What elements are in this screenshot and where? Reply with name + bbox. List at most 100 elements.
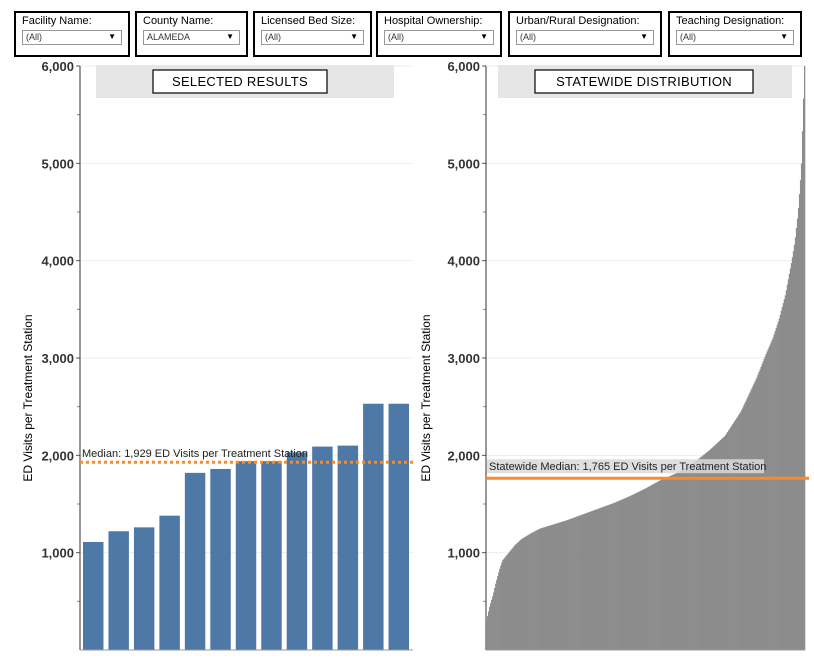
bar — [785, 290, 788, 650]
bar — [626, 497, 629, 650]
bar — [513, 546, 515, 650]
bar — [547, 525, 550, 650]
bar — [744, 403, 746, 650]
bar — [530, 533, 532, 650]
bar — [486, 620, 488, 650]
bar — [520, 539, 522, 650]
bar — [613, 502, 615, 650]
filter-dropdown[interactable]: (All) ▼ — [261, 30, 364, 45]
bar — [646, 487, 648, 650]
bar — [650, 485, 652, 650]
bar — [711, 447, 714, 650]
bar — [614, 502, 616, 650]
filter-dropdown[interactable]: (All) ▼ — [384, 30, 494, 45]
bar — [703, 454, 706, 650]
bar — [664, 478, 666, 650]
bar — [705, 452, 708, 650]
bar — [571, 518, 573, 650]
bar — [708, 450, 711, 650]
bar — [639, 490, 642, 650]
bar — [605, 505, 607, 650]
bar — [546, 526, 549, 650]
bar — [648, 486, 650, 650]
bar — [715, 443, 718, 650]
bar — [782, 303, 785, 650]
bar — [685, 467, 687, 650]
bar — [763, 359, 765, 650]
bar — [499, 568, 501, 650]
bar — [617, 501, 619, 650]
bar — [655, 482, 657, 650]
bar — [702, 455, 705, 650]
filter-dropdown[interactable]: (All) ▼ — [22, 30, 122, 45]
bar — [535, 530, 537, 650]
bar — [573, 517, 575, 650]
bar — [728, 430, 730, 650]
bar — [629, 495, 632, 650]
bar — [504, 557, 506, 650]
bar — [575, 517, 577, 650]
bar — [548, 525, 551, 650]
bar — [721, 438, 724, 650]
bar — [691, 463, 693, 650]
bar — [773, 334, 775, 650]
bar — [644, 488, 647, 650]
panel-title-box — [534, 69, 754, 94]
bar — [779, 314, 781, 650]
bar — [698, 458, 700, 650]
bar — [556, 523, 559, 650]
bar — [683, 468, 685, 650]
bar — [736, 418, 738, 650]
bar — [682, 469, 684, 650]
panel-title-box — [152, 69, 328, 94]
bar — [676, 473, 678, 650]
bar — [587, 512, 589, 650]
bar — [787, 279, 790, 650]
bar — [494, 588, 496, 650]
bar — [501, 562, 503, 650]
statewide-distribution-chart: 1,000 2,000 3,000 4,000 5,000 6,000 ED Visits … — [419, 59, 809, 651]
median-label: Statewide Median: 1,765 ED Visits per Tr… — [489, 461, 766, 473]
bar — [515, 544, 517, 650]
bar — [621, 499, 624, 650]
bar — [706, 451, 709, 650]
bar — [757, 374, 759, 650]
bar — [560, 521, 563, 650]
bar — [699, 457, 701, 650]
bar — [619, 500, 621, 650]
bar — [536, 530, 538, 650]
median-label-bg — [487, 459, 764, 474]
y-tick-label: 6,000 — [447, 59, 480, 74]
bar — [755, 379, 757, 650]
filter-dropdown[interactable]: ALAMEDA ▼ — [143, 30, 240, 45]
filter-value: (All) — [680, 32, 696, 42]
bar — [609, 504, 611, 650]
bar — [634, 493, 637, 650]
bar — [618, 500, 620, 650]
bar — [526, 535, 528, 650]
bar — [696, 459, 698, 650]
filter-label: Teaching Designation: — [676, 15, 785, 27]
bar — [635, 492, 638, 650]
bar — [541, 527, 544, 650]
bar — [493, 592, 495, 650]
bar — [620, 499, 623, 650]
bar — [591, 511, 593, 650]
bar — [660, 480, 662, 650]
filter-dropdown[interactable]: (All) ▼ — [676, 30, 794, 45]
bar — [774, 331, 776, 650]
bar — [507, 553, 509, 650]
bar — [686, 466, 688, 650]
bar — [610, 503, 612, 650]
bar — [662, 479, 664, 650]
bar — [506, 555, 508, 650]
filter-dropdown[interactable]: (All) ▼ — [516, 30, 654, 45]
bar — [523, 537, 525, 650]
bar — [488, 611, 490, 650]
bar — [542, 527, 545, 650]
bar — [608, 504, 610, 650]
bar — [505, 556, 507, 650]
bar — [761, 364, 763, 650]
bar — [716, 442, 719, 650]
bar — [603, 506, 605, 650]
